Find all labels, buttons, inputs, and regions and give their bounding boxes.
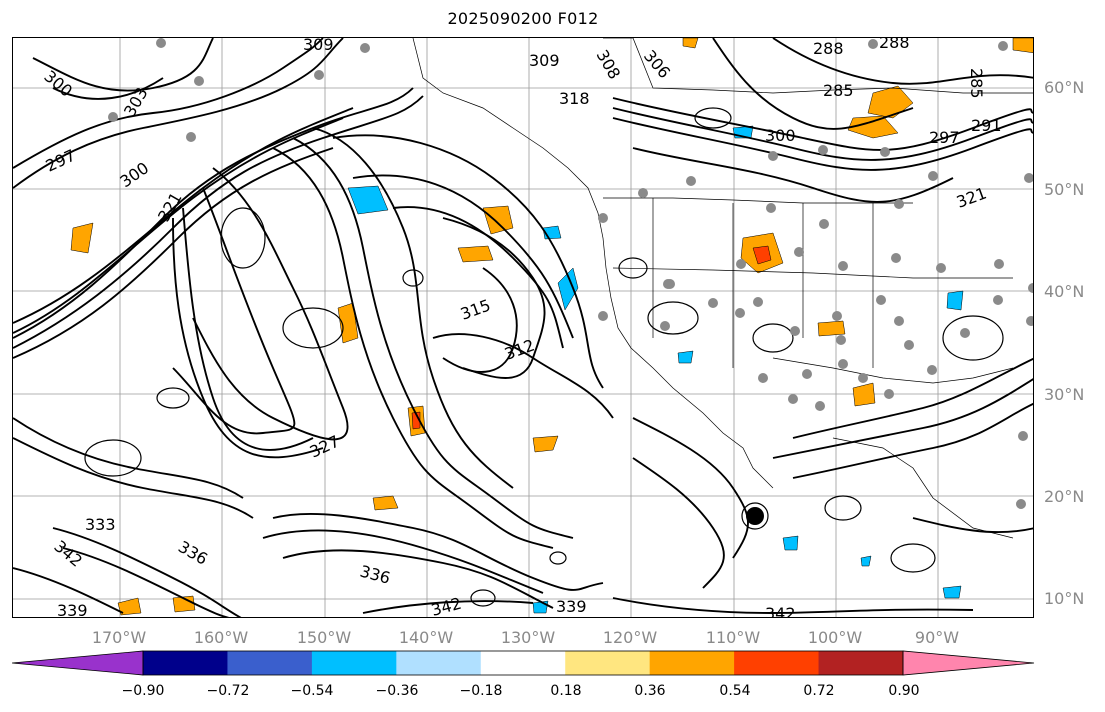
shaded-field: [70, 38, 1033, 616]
contour-label: 336: [358, 562, 392, 588]
contours: [13, 38, 1033, 617]
colorbar-segment: [734, 651, 820, 675]
lat-label: 40°N: [1044, 282, 1085, 301]
colorbar-tick: 0.72: [803, 683, 835, 699]
colorbar-segment: [649, 651, 735, 675]
contour-label: 339: [556, 597, 587, 616]
contour-label: 288: [879, 38, 910, 52]
contour-label: 300: [116, 158, 152, 191]
contour-label: 297: [929, 128, 960, 147]
colorbar-segment: [480, 651, 566, 675]
contour-label: 288: [813, 39, 844, 58]
colorbar-extend-low: [12, 650, 144, 676]
contour-label: 339: [57, 601, 88, 618]
contour-label: 285: [967, 68, 986, 99]
lat-label: 20°N: [1044, 487, 1085, 506]
colorbar-segment: [227, 651, 313, 675]
contour-label: 309: [529, 51, 560, 70]
contour-label: 318: [559, 89, 590, 108]
contour-label: 342: [765, 604, 796, 618]
small-contours: [84, 107, 1004, 607]
colorbar-tick: 0.54: [719, 683, 751, 699]
contour-label: 321: [954, 183, 989, 211]
contour-label: 285: [823, 81, 854, 100]
lon-label: 90°W: [914, 628, 960, 647]
map-canvas: 300 309 308 306 288 288 285 285 309 318 …: [13, 38, 1033, 618]
colorbar-segment: [396, 651, 482, 675]
colorbar-segment: [818, 651, 904, 675]
lon-label: 170°W: [91, 628, 147, 647]
contour-label: 291: [971, 116, 1002, 135]
contour-label: 327: [307, 431, 343, 461]
contour-label: 336: [175, 537, 211, 569]
colorbar-segment: [311, 651, 397, 675]
colorbar-tick: −0.54: [290, 683, 334, 699]
lon-label: 150°W: [296, 628, 352, 647]
contour-label: 342: [429, 594, 463, 618]
colorbar-tick: −0.72: [206, 683, 250, 699]
lon-label: 110°W: [705, 628, 761, 647]
contour-label: 297: [43, 145, 79, 175]
lon-label: 140°W: [398, 628, 454, 647]
colorbar: [12, 650, 1035, 676]
colorbar-tick: −0.18: [459, 683, 503, 699]
contour-label: 308: [593, 47, 625, 83]
contour-label: 342: [50, 537, 86, 571]
colorbar-tick: −0.36: [375, 683, 419, 699]
hurricane-icon: [741, 502, 769, 530]
lat-label: 50°N: [1044, 180, 1085, 199]
contour-label: 333: [85, 515, 116, 534]
lon-label: 130°W: [500, 628, 556, 647]
lon-label: 120°W: [602, 628, 658, 647]
lon-label: 100°W: [807, 628, 863, 647]
contour-label: 300: [765, 126, 796, 145]
colorbar-segment: [565, 651, 651, 675]
map-title: 2025090200 F012: [447, 9, 599, 28]
colorbar-tick: −0.90: [121, 683, 165, 699]
colorbar-tick: 0.90: [888, 683, 920, 699]
contour-label: 306: [640, 46, 674, 82]
colorbar-tick: 0.36: [634, 683, 666, 699]
colorbar-tick: 0.18: [550, 683, 582, 699]
contour-label: 315: [458, 295, 493, 323]
colorbar-segment: [143, 651, 228, 675]
coastlines: [412, 38, 1033, 539]
lat-label: 60°N: [1044, 78, 1085, 97]
map-panel: 300 309 308 306 288 288 285 285 309 318 …: [12, 37, 1034, 618]
lat-label: 10°N: [1044, 589, 1085, 608]
station-dots: [108, 38, 1033, 509]
colorbar-extend-high: [902, 650, 1035, 676]
lon-label: 160°W: [193, 628, 249, 647]
lat-label: 30°N: [1044, 385, 1085, 404]
contour-label: 309: [303, 38, 334, 54]
